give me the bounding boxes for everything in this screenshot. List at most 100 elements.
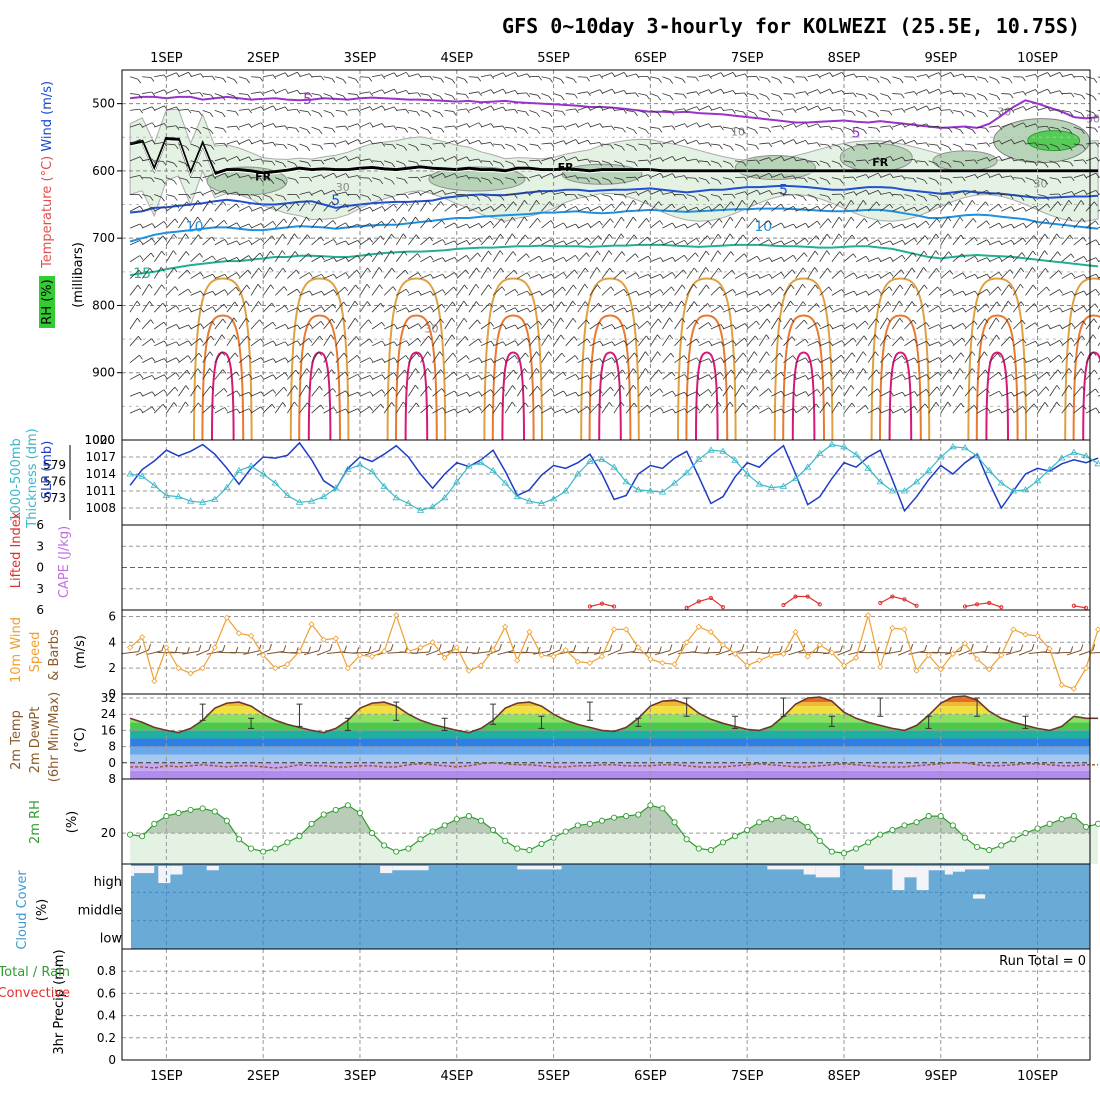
wind-barb-flag bbox=[511, 233, 516, 239]
wind-speed-point bbox=[538, 652, 545, 659]
wind-barb-flag bbox=[162, 404, 167, 409]
wind-barb bbox=[831, 354, 842, 363]
wind-barb bbox=[855, 306, 867, 313]
rh2m-point bbox=[986, 847, 993, 854]
wind-barb-flag bbox=[888, 110, 893, 116]
y-tick-label: 1017 bbox=[85, 450, 116, 464]
wind-barb-flag bbox=[778, 301, 783, 307]
wind-barb-flag bbox=[538, 255, 543, 261]
rh2m-point bbox=[840, 850, 848, 857]
wind-barb bbox=[311, 93, 320, 96]
wind-barb-flag bbox=[345, 125, 349, 131]
wind-speed-point bbox=[248, 632, 255, 639]
wind-speed-point bbox=[453, 644, 460, 651]
wind-barb-flag bbox=[139, 223, 144, 229]
wind-barb bbox=[1013, 283, 1021, 296]
wind-speed-point bbox=[792, 628, 799, 636]
wind-barb-flag bbox=[357, 255, 361, 260]
wind-barb-flag bbox=[998, 271, 1003, 277]
wind-barb-flag bbox=[1080, 200, 1085, 205]
wind-barb-flag bbox=[1032, 250, 1037, 256]
wind-barb-flag bbox=[331, 128, 336, 133]
wind-barb bbox=[614, 109, 624, 111]
wind-barb-flag bbox=[1045, 386, 1050, 392]
wind-barb bbox=[1037, 305, 1048, 313]
rh2m-point bbox=[816, 837, 823, 844]
wind-barb-flag bbox=[926, 89, 930, 94]
wind-barb bbox=[1037, 357, 1048, 363]
wind-barb bbox=[879, 317, 888, 330]
y-tick-label: 8 bbox=[108, 740, 116, 754]
wind-barb bbox=[214, 189, 225, 195]
wind-barb bbox=[1061, 385, 1070, 397]
wind-barb bbox=[1037, 250, 1045, 262]
wind-barb bbox=[855, 236, 866, 246]
wind-barb-flag bbox=[344, 286, 349, 292]
wind-barb-flag bbox=[561, 111, 566, 116]
wind-barb bbox=[650, 334, 658, 347]
wind-barb-flag bbox=[330, 334, 335, 339]
wind-barb bbox=[166, 177, 174, 181]
wind-barb bbox=[1049, 109, 1060, 111]
wind-barb-flag bbox=[235, 371, 240, 377]
wind-barb bbox=[964, 159, 975, 162]
wind-barb-flag bbox=[536, 129, 541, 135]
wind-barb bbox=[359, 158, 370, 162]
wind-barb-flag bbox=[188, 324, 192, 330]
wind-barb bbox=[710, 218, 720, 229]
wind-barb-flag bbox=[681, 317, 686, 323]
wind-barb bbox=[831, 90, 842, 94]
wind-barb bbox=[601, 72, 613, 78]
wind-barb-flag bbox=[248, 156, 253, 162]
wind-barb-flag bbox=[645, 200, 649, 205]
wind-barb bbox=[734, 143, 743, 148]
wind-barb bbox=[734, 253, 745, 263]
wind-barb bbox=[1037, 88, 1048, 94]
wind-barb bbox=[190, 216, 198, 229]
wind-barb-flag bbox=[729, 644, 733, 651]
wind-speed-point bbox=[877, 663, 884, 670]
wind-barb-flag bbox=[902, 374, 906, 379]
wind-barb-flag bbox=[405, 340, 410, 345]
wind-barb bbox=[698, 403, 708, 414]
wind-barb bbox=[589, 340, 601, 347]
wind-barb-flag bbox=[173, 250, 177, 255]
wind-barb bbox=[940, 385, 949, 397]
y-tick-label: 3 bbox=[36, 582, 44, 596]
wind-barb bbox=[577, 206, 588, 212]
wind-barb bbox=[928, 218, 938, 229]
wind-barb bbox=[1000, 318, 1010, 330]
wind-barb-flag bbox=[1092, 351, 1097, 356]
wind-barb-flag bbox=[599, 142, 603, 147]
temp2m-label-1: 2m Temp bbox=[9, 710, 24, 770]
wind-barb bbox=[650, 172, 661, 179]
wind-barb bbox=[287, 340, 298, 347]
wind-barb-flag bbox=[936, 144, 941, 150]
wind-barb bbox=[541, 220, 552, 229]
wind-barb bbox=[674, 284, 683, 296]
wind-barb bbox=[795, 91, 806, 94]
wind-barb-flag bbox=[269, 643, 272, 651]
wind-barb-flag bbox=[744, 92, 748, 98]
wind-barb-flag bbox=[1046, 203, 1051, 209]
wind-barb bbox=[819, 386, 829, 397]
wind-barb-flag bbox=[756, 236, 760, 242]
wind-barb bbox=[250, 139, 262, 145]
wind-barb bbox=[299, 402, 308, 414]
wind-barb bbox=[964, 335, 974, 347]
wind-barb-flag bbox=[139, 408, 144, 413]
wind-barb-flag bbox=[284, 125, 289, 131]
wind-barb bbox=[384, 341, 395, 347]
wind-barb-flag bbox=[814, 250, 819, 256]
wind-barb bbox=[964, 255, 976, 263]
wind-barb bbox=[1049, 369, 1059, 380]
wind-speed-point bbox=[562, 646, 569, 654]
wind-barb-flag bbox=[622, 269, 627, 275]
wind-barb bbox=[855, 93, 865, 96]
wind-barb-flag bbox=[282, 402, 287, 407]
wind-barb-flag bbox=[998, 408, 1003, 414]
wind-barb-flag bbox=[574, 94, 578, 99]
wind-barb-flag bbox=[223, 388, 228, 393]
wind-barb-flag bbox=[889, 222, 894, 228]
wind-barb-flag bbox=[744, 323, 749, 328]
